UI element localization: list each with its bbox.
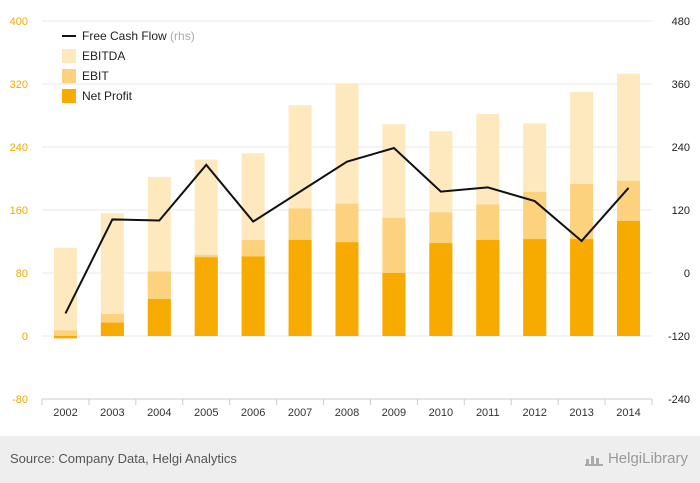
- y-right-tick-label: 120: [672, 205, 690, 217]
- x-tick-label: 2002: [53, 407, 77, 419]
- bar-net-profit: [335, 242, 359, 336]
- y-left-tick-label: -80: [12, 394, 28, 406]
- bar-net-profit: [476, 239, 500, 336]
- footer: Source: Company Data, Helgi Analytics He…: [0, 436, 700, 483]
- x-tick-label: 2010: [429, 407, 453, 419]
- legend-label: Net Profit: [82, 89, 133, 103]
- x-tick-label: 2009: [382, 407, 406, 419]
- legend-label: EBIT: [82, 69, 109, 83]
- bar-net-profit: [617, 221, 641, 336]
- x-tick-label: 2004: [147, 407, 171, 419]
- y-axis-left: -80 0 80 160 240 320 400: [10, 16, 28, 406]
- legend-suffix: (rhs): [167, 29, 195, 43]
- bar-net-profit: [382, 273, 406, 336]
- y-left-tick-label: 80: [16, 268, 28, 280]
- y-left-tick-label: 240: [10, 142, 28, 154]
- legend: Free Cash Flow (rhs) EBITDA EBIT Net Profit: [62, 29, 195, 103]
- legend-box-swatch: [62, 89, 76, 103]
- brand-name: HelgiLibrary: [607, 450, 688, 467]
- fcf-line-group: [64, 146, 630, 314]
- bar-net-profit: [523, 239, 547, 336]
- bar-net-profit: [288, 239, 312, 336]
- legend-label: EBITDA: [82, 49, 125, 63]
- bar-net-profit: [429, 243, 453, 336]
- legend-box-swatch: [62, 49, 76, 63]
- chart: 2002 2003 2004 2005 2006 2007 2008 2009 2010 2011…: [10, 16, 690, 419]
- bars: [53, 73, 641, 339]
- bar-ebit: [53, 330, 77, 336]
- x-tick-label: 2011: [476, 407, 500, 419]
- bar-net-profit: [194, 257, 218, 336]
- source-text: Source: Company Data, Helgi Analytics: [10, 451, 237, 466]
- y-right-tick-label: 480: [672, 16, 690, 28]
- bar-net-profit: [241, 256, 265, 336]
- x-tick-label: 2014: [616, 407, 640, 419]
- y-right-tick-label: 240: [672, 142, 690, 154]
- bar-net-profit: [570, 239, 594, 336]
- x-tick-label: 2003: [100, 407, 124, 419]
- x-tick-label: 2006: [241, 407, 265, 419]
- x-tick-label: 2007: [288, 407, 312, 419]
- y-left-tick-label: 400: [10, 16, 28, 28]
- x-tick-label: 2012: [522, 407, 546, 419]
- y-right-tick-label: -120: [668, 331, 690, 343]
- legend-box-swatch: [62, 69, 76, 83]
- brand-logo: HelgiLibrary: [584, 450, 688, 467]
- x-tick-label: 2013: [569, 407, 593, 419]
- y-left-tick-label: 160: [10, 205, 28, 217]
- bar-ebitda: [100, 213, 124, 336]
- bar-ebitda: [53, 247, 77, 336]
- fcf-line: [64, 146, 630, 314]
- bar-net-profit: [100, 322, 124, 336]
- y-left-tick-label: 320: [10, 79, 28, 91]
- x-axis: 2002 2003 2004 2005 2006 2007 2008 2009 2010 2011…: [41, 398, 653, 419]
- x-tick-label: 2005: [194, 407, 218, 419]
- y-right-tick-label: 0: [684, 268, 690, 280]
- x-tick-label: 2008: [335, 407, 359, 419]
- y-right-tick-label: 360: [672, 79, 690, 91]
- bar-net-profit: [147, 298, 171, 336]
- y-right-tick-label: -240: [668, 394, 690, 406]
- legend-label: Free Cash Flow (rhs): [82, 29, 195, 43]
- bar-net-profit: [53, 336, 77, 339]
- y-left-tick-label: 0: [22, 331, 28, 343]
- library-icon: [584, 452, 603, 466]
- y-axis-right: -240 -120 0 120 240 360 480: [668, 16, 690, 406]
